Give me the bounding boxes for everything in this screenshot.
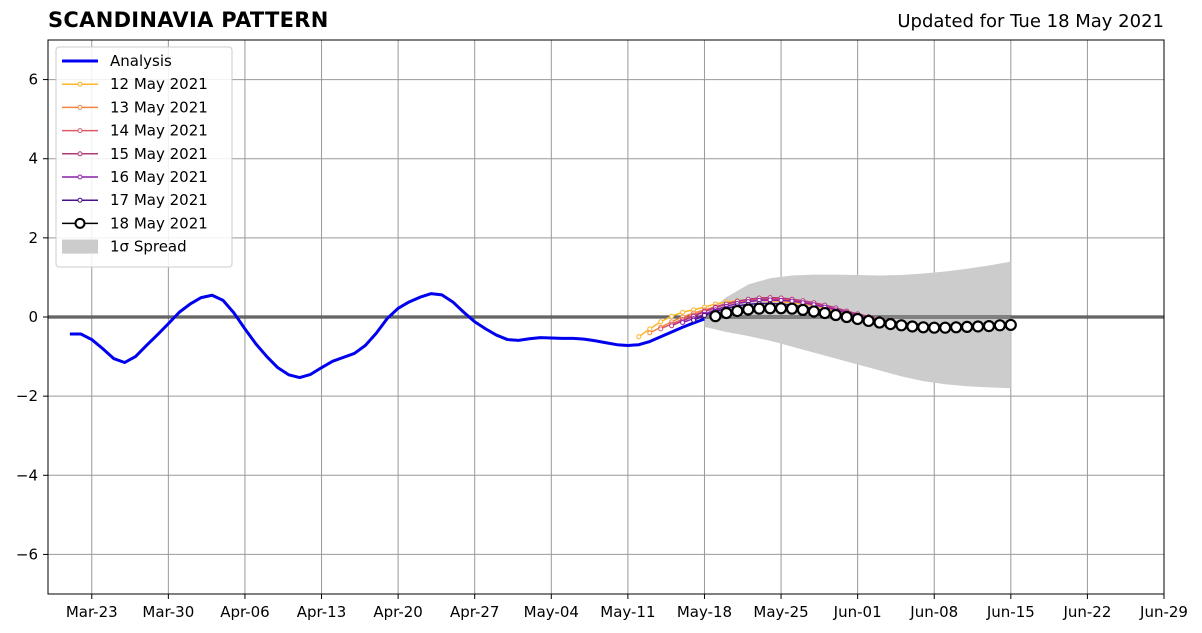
forecast-point xyxy=(928,321,941,334)
legend-marker xyxy=(74,217,86,229)
forecast-point xyxy=(971,320,985,333)
forecast-point xyxy=(691,317,697,323)
forecast-point xyxy=(829,308,842,322)
forecast-point xyxy=(680,320,686,326)
y-tick-label: 4 xyxy=(28,150,38,168)
forecast-point xyxy=(789,298,795,304)
forecast-point xyxy=(982,320,996,333)
forecast-point xyxy=(764,302,777,315)
legend-label: 1σ Spread xyxy=(110,238,187,256)
x-tick-label: Jun-22 xyxy=(1062,603,1111,621)
forecast-point xyxy=(636,334,642,340)
forecast-point xyxy=(950,321,963,334)
forecast-point xyxy=(895,319,908,332)
analysis-line xyxy=(69,292,705,380)
forecast-point xyxy=(720,306,733,320)
legend-marker xyxy=(77,81,83,87)
forecast-point xyxy=(807,305,820,318)
legend-marker xyxy=(77,151,83,157)
legend-marker xyxy=(77,197,83,203)
y-tick-label: −2 xyxy=(16,387,38,405)
y-tick-label: −6 xyxy=(16,545,38,563)
legend: Analysis 12 May 2021 13 May 2021 14 May 202… xyxy=(55,46,233,268)
y-tick-label: 2 xyxy=(28,229,38,247)
forecast-point xyxy=(840,310,853,324)
series-7 xyxy=(709,302,1017,334)
forecast-point xyxy=(906,320,919,333)
forecast-point xyxy=(884,318,897,331)
x-tick-label: Mar-30 xyxy=(142,603,194,621)
x-tick-label: Jun-15 xyxy=(986,603,1035,621)
forecast-point xyxy=(731,304,744,318)
forecast-point xyxy=(658,326,664,332)
forecast-point xyxy=(669,313,675,319)
forecast-point xyxy=(669,323,675,329)
legend-label: 13 May 2021 xyxy=(110,98,208,116)
x-tick-label: Apr-13 xyxy=(297,603,347,621)
forecast-point xyxy=(862,314,875,328)
forecast-point xyxy=(818,306,831,320)
forecast-point xyxy=(939,321,952,334)
series-layer xyxy=(69,292,1017,380)
forecast-point xyxy=(774,302,788,315)
forecast-point xyxy=(873,316,886,329)
forecast-point xyxy=(647,326,653,332)
x-tick-label: May-18 xyxy=(677,603,732,621)
forecast-point xyxy=(851,312,864,326)
forecast-point xyxy=(680,309,686,315)
grid-layer xyxy=(48,40,1165,594)
y-tick-label: 6 xyxy=(28,71,38,89)
legend-swatch xyxy=(62,239,98,254)
legend-label: 16 May 2021 xyxy=(110,168,208,186)
legend-label: 12 May 2021 xyxy=(110,75,208,93)
forecast-point xyxy=(709,310,722,323)
tick-layer: Mar-23 Mar-30 Apr-06 Apr-13 Apr-20 Apr-27 May-… xyxy=(16,71,1188,621)
forecast-point xyxy=(753,302,766,315)
legend-label: Analysis xyxy=(110,52,172,70)
forecast-point xyxy=(647,330,653,336)
legend-label: 18 May 2021 xyxy=(110,214,208,232)
legend-marker xyxy=(77,128,83,134)
forecast-point xyxy=(1004,318,1017,332)
x-tick-label: Jun-08 xyxy=(909,603,958,621)
legend-label: 15 May 2021 xyxy=(110,145,208,163)
x-tick-label: Apr-27 xyxy=(450,603,500,621)
forecast-point xyxy=(960,320,974,333)
zero-line-layer xyxy=(48,315,1164,319)
y-tick-label: 0 xyxy=(28,308,38,326)
x-tick-label: May-11 xyxy=(600,603,655,621)
x-tick-label: Jun-01 xyxy=(833,603,882,621)
forecast-point xyxy=(742,303,755,316)
y-tick-label: −4 xyxy=(16,466,38,484)
x-tick-label: Apr-06 xyxy=(220,603,270,621)
updated-date: Updated for Tue 18 May 2021 xyxy=(897,11,1164,32)
forecast-point xyxy=(796,303,810,316)
legend-label: 14 May 2021 xyxy=(110,122,208,140)
forecast-point xyxy=(658,319,664,325)
x-tick-label: Jun-29 xyxy=(1139,603,1188,621)
x-tick-label: Mar-23 xyxy=(66,603,118,621)
forecast-point xyxy=(993,319,1006,332)
x-tick-label: May-25 xyxy=(753,603,808,621)
legend-label: 17 May 2021 xyxy=(110,191,208,209)
series-0 xyxy=(69,292,705,380)
x-tick-label: Apr-20 xyxy=(373,603,423,621)
legend-marker xyxy=(77,104,83,110)
forecast-point xyxy=(785,302,799,315)
legend-box xyxy=(55,46,233,268)
forecast-point xyxy=(701,312,707,318)
legend-marker xyxy=(77,174,83,180)
forecast-point xyxy=(917,321,930,334)
chart-title: SCANDINAVIA PATTERN xyxy=(48,8,329,32)
x-tick-label: May-04 xyxy=(524,603,579,621)
